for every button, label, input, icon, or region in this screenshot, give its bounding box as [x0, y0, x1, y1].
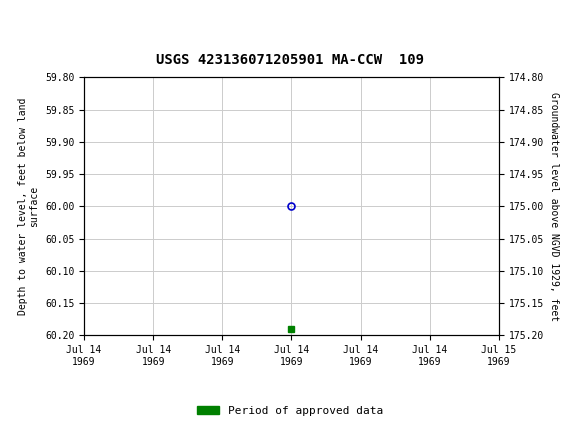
Legend: Period of approved data: Period of approved data [193, 401, 387, 420]
Y-axis label: Depth to water level, feet below land
surface: Depth to water level, feet below land su… [18, 98, 39, 315]
Y-axis label: Groundwater level above NGVD 1929, feet: Groundwater level above NGVD 1929, feet [549, 92, 559, 321]
Text: ≈USGS: ≈USGS [17, 17, 72, 35]
Text: USGS 423136071205901 MA-CCW  109: USGS 423136071205901 MA-CCW 109 [156, 52, 424, 67]
